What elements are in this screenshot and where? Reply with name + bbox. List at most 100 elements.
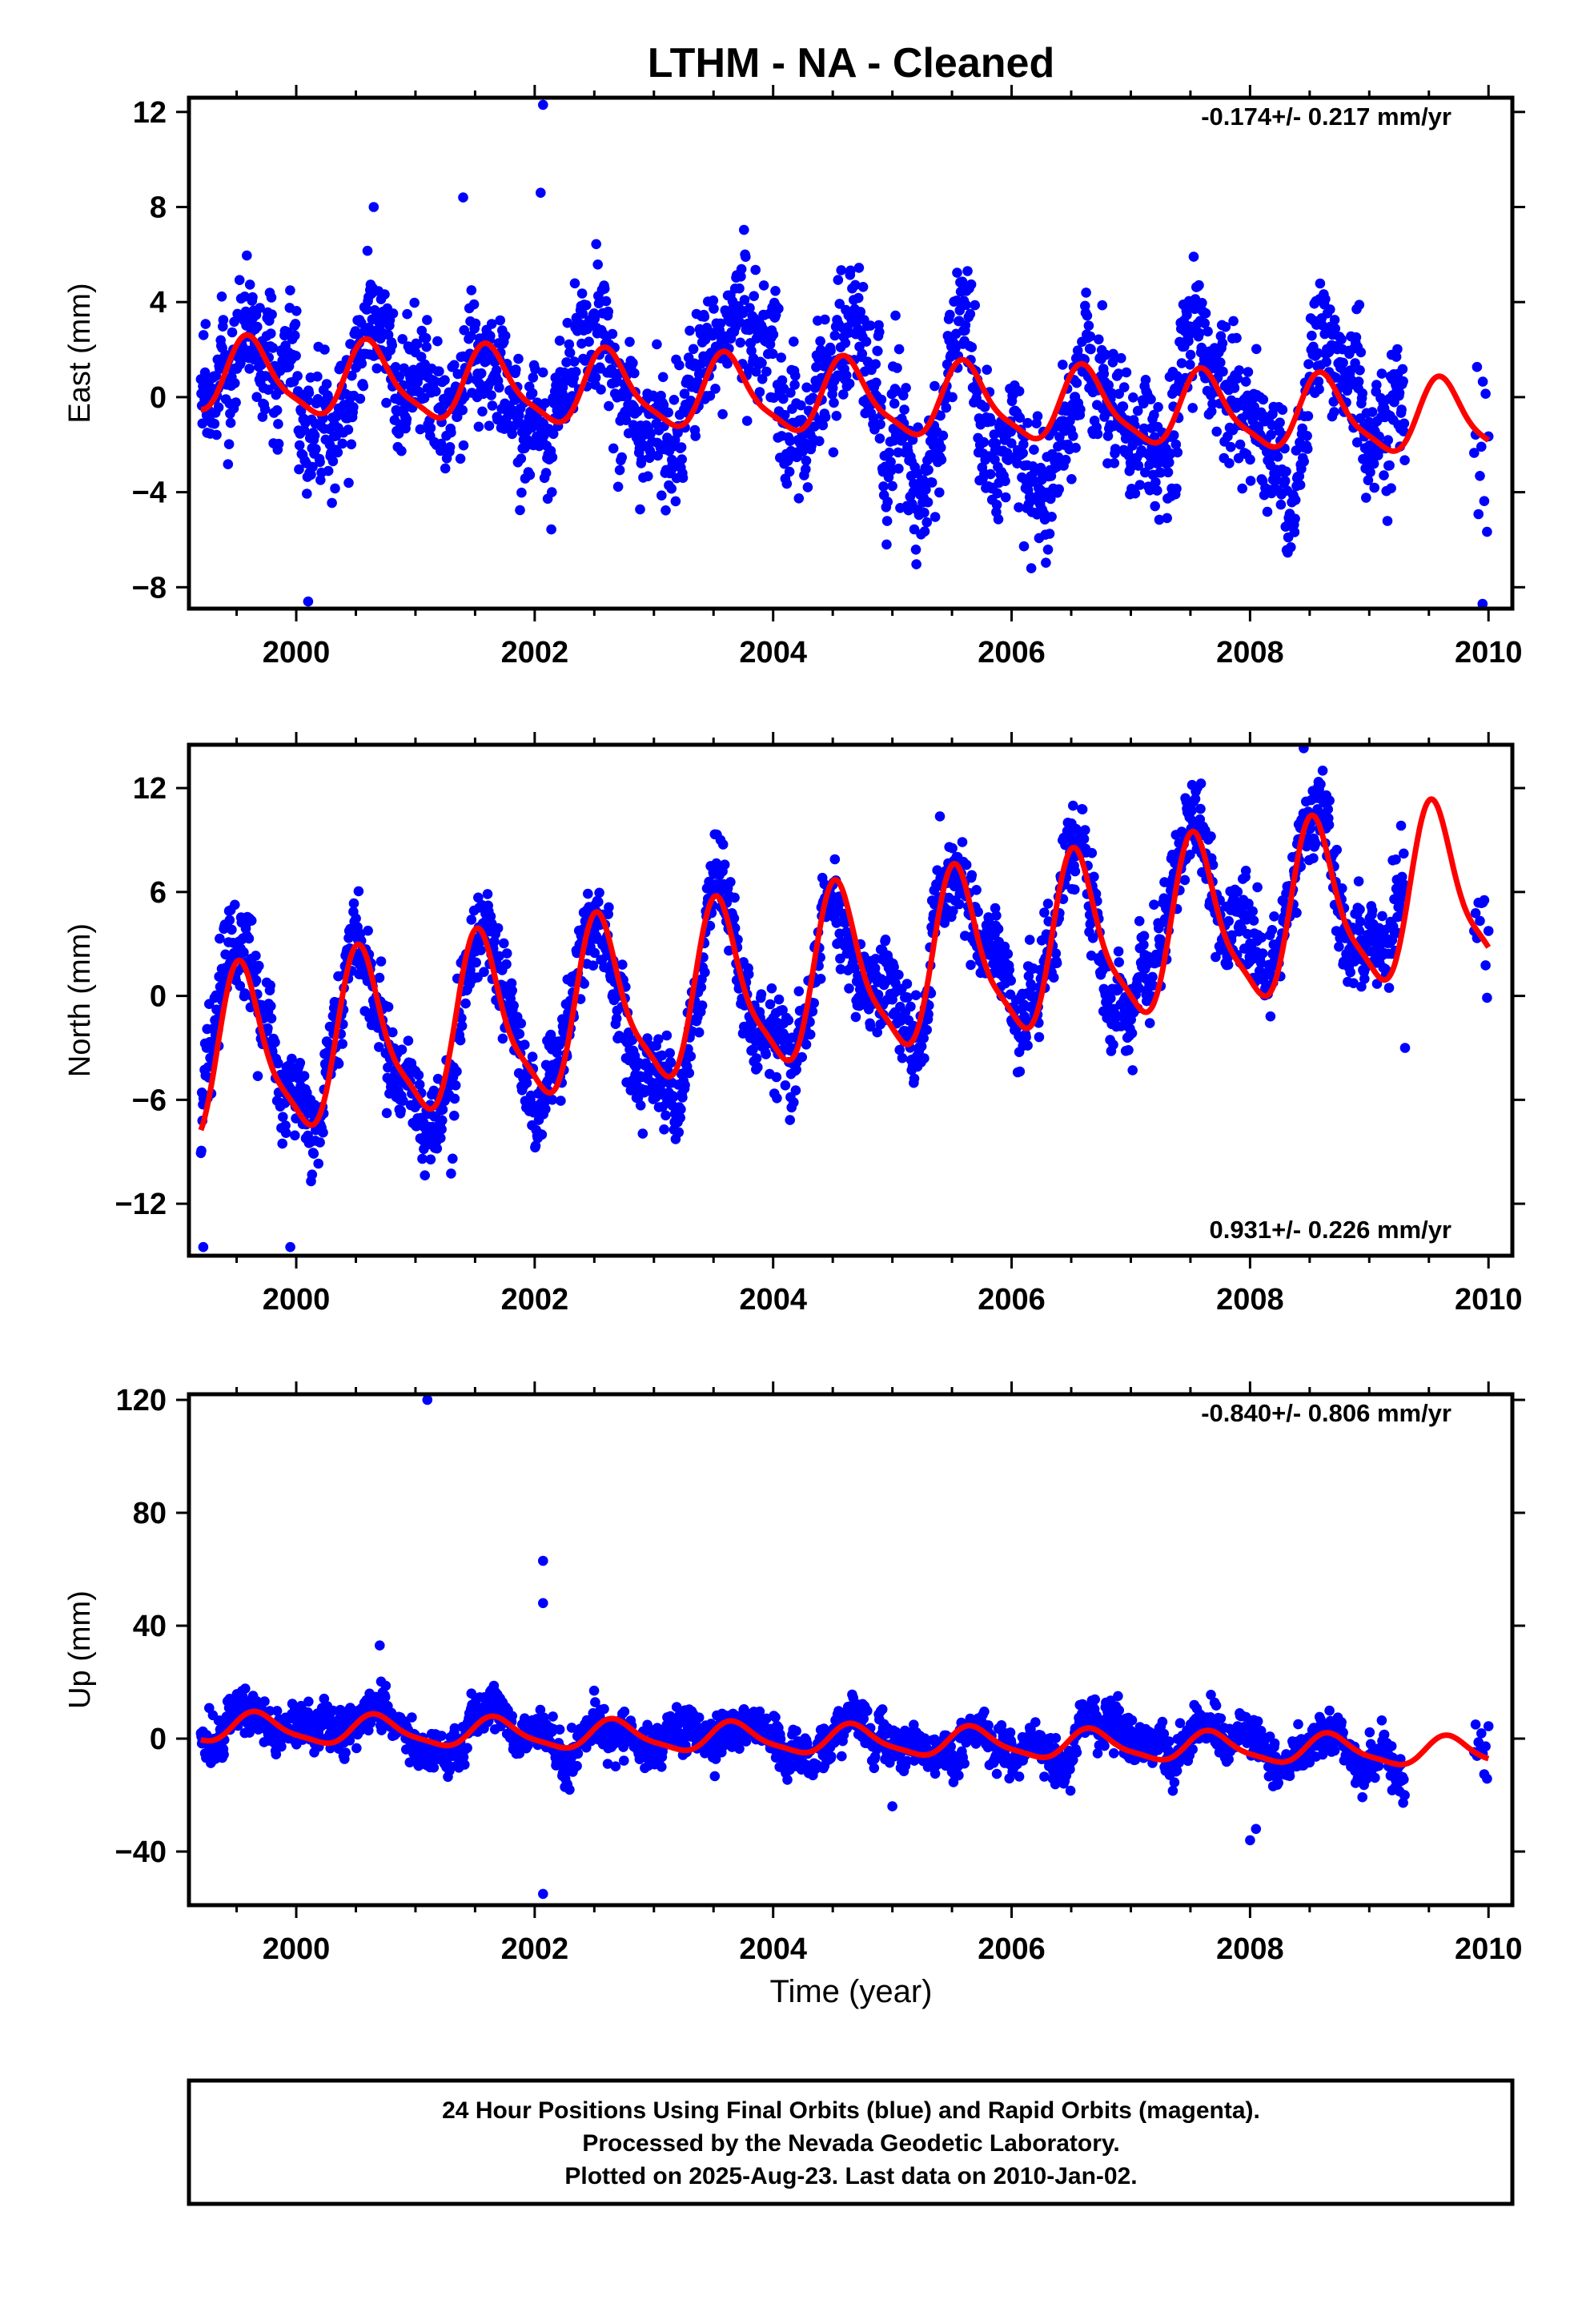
data-point (978, 436, 990, 448)
data-point (383, 1002, 394, 1012)
data-point (466, 285, 477, 296)
data-point (1044, 529, 1055, 539)
data-point (911, 559, 921, 569)
data-point (1162, 513, 1172, 524)
data-point (273, 1058, 283, 1069)
data-point (624, 336, 635, 348)
data-point (1147, 980, 1158, 991)
data-point (880, 935, 891, 945)
data-point (536, 1129, 548, 1140)
data-point (1355, 904, 1365, 915)
data-point (239, 947, 249, 958)
data-point (991, 911, 1002, 921)
data-point (710, 384, 721, 394)
data-point (870, 359, 881, 370)
data-point (957, 837, 968, 847)
data-point (838, 389, 849, 400)
data-point (273, 419, 283, 429)
data-point (1113, 368, 1124, 379)
data-point (745, 303, 755, 313)
data-point (1394, 388, 1405, 398)
data-point (1103, 380, 1114, 391)
data-point (1132, 405, 1143, 416)
data-point (1399, 418, 1410, 429)
data-point (985, 468, 996, 480)
x-tick-label: 2002 (501, 1283, 569, 1317)
data-point (1353, 876, 1364, 887)
data-point (993, 923, 1004, 935)
data-point (564, 339, 575, 350)
data-point (902, 992, 913, 1003)
data-point (1002, 948, 1014, 959)
data-point (482, 889, 493, 899)
data-point (663, 407, 673, 418)
x-tick-label: 2006 (978, 1283, 1046, 1317)
data-point (1218, 366, 1228, 377)
data-point (873, 346, 883, 356)
data-point (1186, 806, 1197, 816)
data-point (1097, 300, 1108, 311)
data-point (790, 370, 801, 381)
data-point (415, 424, 426, 435)
data-point (470, 318, 481, 329)
data-point (1223, 915, 1234, 927)
east-model-curve (200, 332, 1491, 454)
data-point (612, 481, 624, 493)
data-point (1039, 907, 1050, 918)
data-point (477, 406, 488, 417)
data-point (776, 352, 786, 363)
data-point (1003, 455, 1014, 465)
data-point (396, 1044, 408, 1055)
data-point (700, 967, 710, 978)
data-point (456, 1013, 467, 1023)
data-point (315, 456, 325, 468)
data-point (768, 329, 779, 340)
data-point (1200, 308, 1211, 319)
data-point (1155, 467, 1166, 478)
data-point (1134, 983, 1144, 994)
data-point (577, 308, 588, 320)
data-point (1363, 475, 1374, 485)
data-point (323, 465, 334, 476)
y-tick-label: 0 (150, 980, 167, 1014)
data-point (1029, 444, 1039, 455)
data-point (857, 282, 869, 292)
data-point (251, 951, 261, 961)
data-point (1176, 358, 1187, 368)
data-point (381, 1108, 392, 1119)
data-point (767, 348, 778, 360)
data-point (979, 402, 990, 412)
data-point (589, 947, 600, 959)
data-point (961, 300, 971, 311)
data-point (809, 998, 819, 1008)
data-point (343, 424, 354, 435)
data-point (227, 924, 237, 935)
data-point (583, 888, 593, 899)
data-point (636, 454, 647, 465)
data-point (1134, 480, 1146, 490)
data-point (564, 348, 576, 358)
x-tick-label: 2000 (263, 1283, 331, 1317)
data-point (403, 1035, 414, 1046)
data-point (390, 362, 401, 372)
data-point (1185, 360, 1195, 370)
data-point (743, 969, 754, 979)
data-point (1477, 376, 1488, 387)
data-point (1286, 542, 1296, 553)
data-point (777, 375, 788, 386)
data-point (252, 1071, 263, 1081)
north-rate-annotation: 0.931+/- 0.226 mm/yr (1210, 1216, 1452, 1244)
data-point (1021, 1031, 1031, 1043)
data-point (1086, 344, 1096, 355)
data-point (1042, 899, 1054, 909)
data-point (1382, 516, 1393, 526)
y-tick-label: −12 (115, 1188, 167, 1221)
data-point (746, 1019, 757, 1031)
data-point (986, 416, 997, 427)
data-point (735, 337, 746, 348)
data-point (611, 1013, 622, 1023)
data-point (330, 483, 340, 494)
data-point (690, 431, 701, 441)
data-point (941, 402, 952, 413)
data-point (1245, 476, 1256, 486)
